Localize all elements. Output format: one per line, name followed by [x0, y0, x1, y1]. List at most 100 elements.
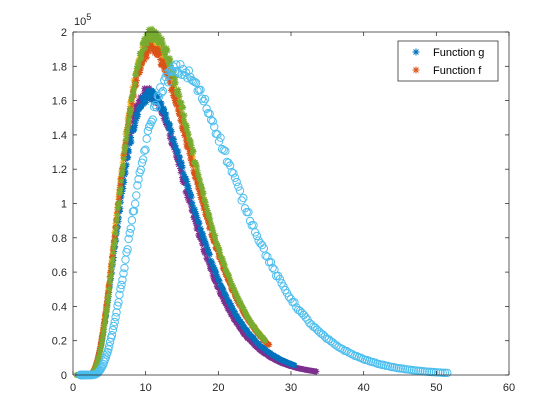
- data-point: [197, 225, 204, 232]
- data-point: [142, 45, 149, 52]
- y-exponent-base: 10: [74, 16, 86, 28]
- data-point: [105, 289, 112, 296]
- data-point: [193, 161, 200, 168]
- data-point: [113, 225, 120, 232]
- data-point: [188, 138, 195, 145]
- data-point: [210, 262, 217, 269]
- data-point: [170, 135, 177, 142]
- data-point: [178, 99, 185, 106]
- data-point: [180, 171, 187, 178]
- data-point: [170, 136, 177, 143]
- data-point: [110, 249, 117, 256]
- data-point: [230, 173, 240, 182]
- data-point: [108, 266, 115, 273]
- data-point: [204, 244, 211, 251]
- data-point: [184, 66, 194, 75]
- data-point: [138, 48, 145, 55]
- data-point: [139, 44, 146, 51]
- data-point: [209, 224, 216, 231]
- data-point: [108, 325, 118, 335]
- data-point: [185, 131, 192, 138]
- data-point: [119, 269, 128, 278]
- data-point: [196, 220, 203, 227]
- data-point: [266, 257, 276, 267]
- legend-label-g: Function g: [433, 47, 484, 59]
- data-point: [174, 149, 181, 156]
- data-point: [198, 181, 205, 188]
- x-tick-label: 40: [358, 382, 370, 394]
- data-point: [209, 259, 216, 266]
- data-point: [133, 115, 140, 122]
- data-point: [132, 122, 139, 129]
- data-point: [200, 233, 207, 240]
- data-point: [111, 232, 118, 239]
- data-point: [146, 90, 153, 97]
- data-point: [238, 327, 245, 334]
- legend-box: [397, 40, 499, 82]
- data-point: [105, 341, 114, 351]
- data-point: [140, 101, 147, 108]
- data-point: [262, 337, 269, 344]
- data-point: [180, 104, 187, 111]
- legend-marker-f: [412, 66, 420, 74]
- data-point: [219, 145, 228, 155]
- data-point: [223, 302, 230, 309]
- data-point: [128, 97, 135, 104]
- data-point: [125, 121, 132, 128]
- data-point: [105, 297, 112, 304]
- data-point: [226, 299, 233, 306]
- data-point: [133, 181, 142, 190]
- data-point: [175, 102, 182, 109]
- legend-label-f: Function f: [433, 65, 482, 77]
- data-point: [193, 210, 200, 217]
- data-point: [103, 301, 110, 308]
- x-tick-label: 30: [285, 382, 297, 394]
- data-point: [231, 286, 238, 293]
- data-point: [169, 84, 176, 91]
- data-point: [173, 145, 180, 152]
- data-point: [163, 45, 170, 52]
- data-point: [127, 107, 134, 114]
- data-point: [214, 242, 221, 249]
- data-point: [111, 241, 118, 248]
- y-tick-label: 1.8: [52, 61, 67, 73]
- y-tick-label: 0.6: [52, 267, 67, 279]
- data-point: [248, 319, 255, 326]
- data-point: [201, 196, 208, 203]
- data-point: [178, 174, 185, 181]
- data-point: [152, 103, 161, 112]
- data-point: [158, 101, 165, 108]
- data-point: [119, 188, 126, 195]
- data-point: [215, 285, 222, 292]
- data-point: [438, 368, 447, 377]
- y-tick-label: 2: [61, 27, 67, 39]
- x-tick-label: 60: [503, 382, 515, 394]
- data-point: [108, 271, 115, 278]
- data-point: [175, 90, 182, 97]
- data-point: [194, 167, 201, 174]
- data-point: [239, 321, 246, 328]
- data-point: [149, 25, 156, 32]
- data-point: [135, 62, 142, 69]
- data-point: [124, 234, 133, 244]
- data-point: [179, 162, 186, 169]
- data-point: [109, 247, 116, 254]
- data-point: [163, 115, 170, 122]
- data-point: [121, 179, 128, 186]
- data-point: [143, 39, 150, 46]
- data-point: [100, 331, 107, 338]
- data-point: [134, 175, 143, 184]
- data-point: [221, 261, 228, 268]
- data-point: [184, 128, 191, 135]
- data-point: [109, 321, 118, 331]
- data-point: [212, 238, 219, 245]
- data-point: [105, 291, 112, 298]
- data-point: [200, 230, 207, 237]
- data-point: [107, 330, 117, 340]
- data-point: [190, 205, 197, 212]
- data-point: [112, 308, 121, 317]
- data-point: [203, 241, 210, 248]
- data-point: [156, 32, 163, 39]
- data-point: [132, 74, 139, 81]
- data-point: [145, 33, 152, 40]
